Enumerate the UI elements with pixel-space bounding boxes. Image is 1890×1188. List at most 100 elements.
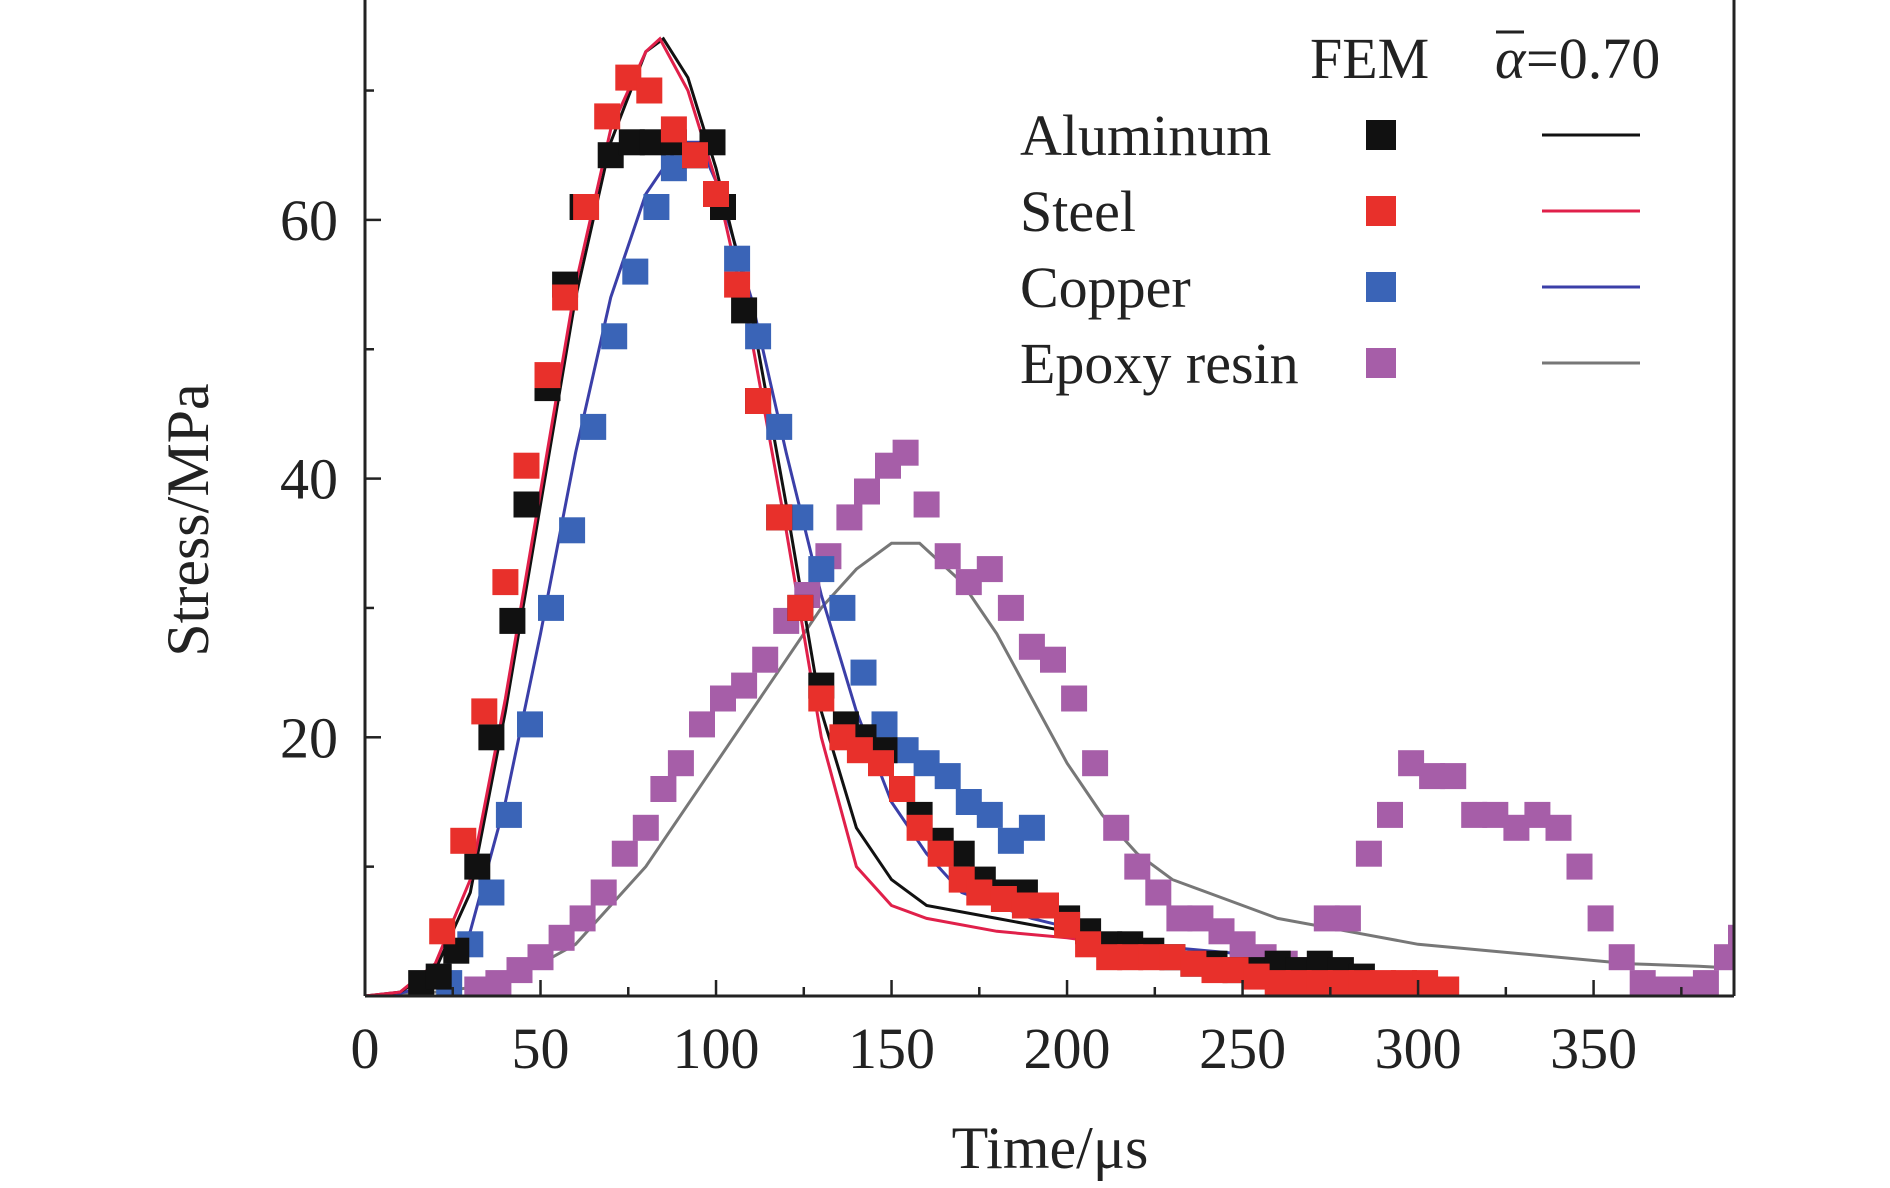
data-point-epoxy-resin (464, 976, 491, 996)
data-point-epoxy-resin (934, 543, 961, 570)
data-point-epoxy-resin (913, 491, 940, 518)
data-point-copper (976, 801, 1003, 828)
x-tick-label: 150 (848, 1016, 935, 1081)
data-point-steel (745, 388, 772, 414)
data-point-epoxy-resin (976, 556, 1003, 583)
data-point-steel (1433, 976, 1460, 996)
data-point-epoxy-resin (1587, 905, 1614, 932)
data-point-epoxy-resin (752, 646, 779, 673)
x-tick-label: 250 (1199, 1016, 1286, 1081)
data-point-steel (868, 750, 894, 777)
alpha-symbol: α (1495, 26, 1527, 91)
x-tick-label: 200 (1024, 1016, 1111, 1081)
data-point-steel (682, 142, 708, 169)
data-point-epoxy-resin (1566, 853, 1593, 880)
data-point-epoxy-resin (1355, 840, 1382, 867)
data-point-copper (829, 594, 856, 621)
data-point-steel (906, 814, 933, 841)
data-point-copper (850, 659, 877, 686)
data-point-copper (643, 194, 670, 220)
data-point-steel (450, 827, 477, 854)
data-point-copper (601, 323, 628, 350)
data-point-epoxy-resin (667, 750, 694, 777)
axes: 0 50 100 150 200 250 300 350 20 40 60 (280, 0, 1736, 1081)
data-point-epoxy-resin (689, 711, 715, 738)
data-point-epoxy-resin (611, 840, 638, 867)
data-point-aluminum (464, 853, 491, 880)
data-point-epoxy-resin (1377, 801, 1403, 828)
alpha-value: =0.70 (1526, 26, 1660, 91)
data-point-steel (471, 698, 498, 725)
data-point-copper (580, 413, 607, 440)
data-point-steel (594, 103, 621, 130)
data-point-steel (534, 362, 561, 389)
legend-marker-aluminum (1366, 120, 1396, 150)
data-point-epoxy-resin (731, 672, 758, 699)
experiment-markers (408, 64, 1734, 996)
data-point-copper (559, 517, 586, 544)
data-point-epoxy-resin (1334, 905, 1361, 932)
data-point-aluminum (499, 607, 526, 634)
data-point-copper (808, 556, 835, 583)
data-point-epoxy-resin (1545, 814, 1572, 841)
data-point-epoxy-resin (997, 594, 1024, 621)
data-point-epoxy-resin (1103, 814, 1130, 841)
data-point-epoxy-resin (650, 776, 677, 802)
data-point-steel (889, 776, 916, 802)
x-tick-label: 350 (1550, 1016, 1637, 1081)
data-point-epoxy-resin (1650, 976, 1677, 996)
data-point-epoxy-resin (1728, 924, 1734, 951)
legend-marker-steel (1366, 196, 1396, 226)
data-point-copper (724, 245, 751, 272)
y-axis-title: Stress/MPa (155, 383, 221, 656)
data-point-steel (724, 271, 751, 298)
data-point-epoxy-resin (854, 478, 880, 505)
legend-label-epoxy-resin: Epoxy resin (1020, 331, 1299, 396)
data-point-aluminum (425, 963, 452, 990)
data-point-copper (934, 763, 961, 790)
data-point-aluminum (731, 297, 758, 324)
y-tick-label: 40 (280, 447, 338, 512)
data-point-epoxy-resin (590, 879, 617, 906)
data-point-epoxy-resin (632, 814, 659, 841)
data-point-steel (766, 504, 793, 531)
data-point-epoxy-resin (1671, 976, 1698, 996)
data-point-epoxy-resin (1440, 763, 1467, 790)
data-point-steel (927, 840, 954, 867)
data-point-steel (808, 685, 835, 712)
data-point-steel (703, 181, 729, 207)
data-point-steel (552, 284, 579, 311)
x-axis-title: Time/μs (952, 1115, 1149, 1181)
data-point-copper (622, 258, 649, 285)
legend-label-aluminum: Aluminum (1020, 103, 1271, 168)
x-tick-label: 300 (1375, 1016, 1462, 1081)
x-tick-label: 50 (512, 1016, 570, 1081)
data-point-epoxy-resin (1692, 970, 1719, 996)
data-point-copper (495, 801, 522, 828)
data-point-epoxy-resin (569, 905, 596, 932)
data-point-epoxy-resin (1124, 853, 1151, 880)
data-point-copper (745, 323, 772, 350)
data-point-copper (478, 879, 505, 906)
legend-header-alpha: α =0.70 (1495, 26, 1660, 91)
legend-marker-copper (1366, 272, 1396, 302)
fem-curve-aluminum (365, 36, 1419, 996)
data-point-steel (966, 879, 993, 906)
legend-marker-epoxy-resin (1366, 348, 1396, 378)
data-point-steel (429, 918, 456, 945)
data-point-steel (787, 594, 814, 621)
data-point-epoxy-resin (836, 504, 863, 531)
data-point-epoxy-resin (1082, 750, 1109, 777)
data-point-copper (517, 711, 543, 738)
data-point-epoxy-resin (1040, 646, 1066, 673)
data-point-steel (513, 452, 540, 479)
data-point-epoxy-resin (892, 439, 919, 466)
data-point-steel (573, 194, 600, 220)
data-point-epoxy-resin (1145, 879, 1172, 906)
legend: Aluminum Steel Copper Epoxy resin (1020, 103, 1640, 396)
data-point-steel (492, 569, 519, 596)
data-point-steel (660, 116, 687, 143)
data-point-aluminum (478, 724, 505, 751)
